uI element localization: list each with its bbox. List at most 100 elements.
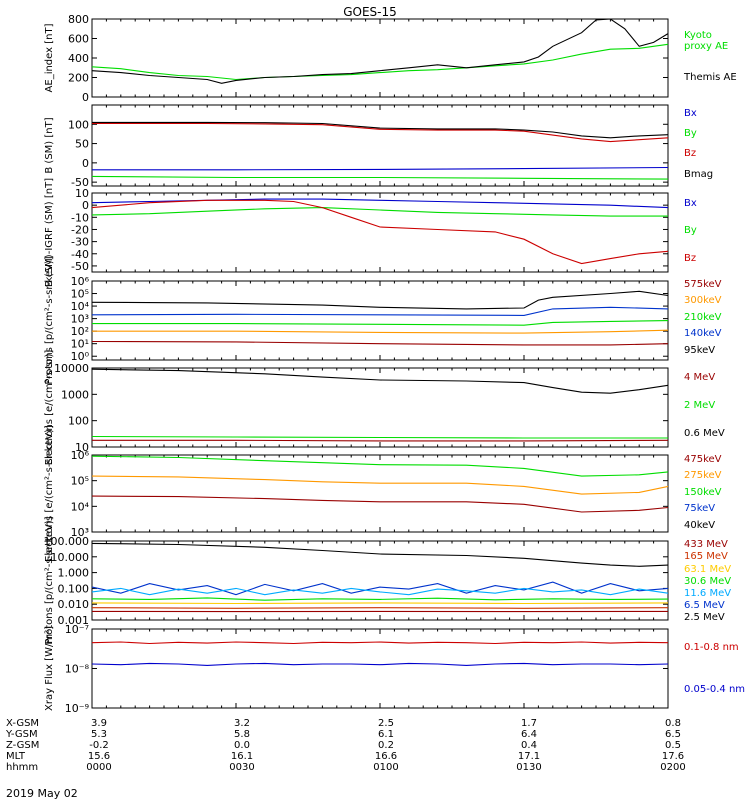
orbit-value: 2.5	[378, 718, 394, 729]
series-line	[91, 662, 669, 666]
panel-frame	[91, 628, 669, 709]
legend-entry: Themis AE	[683, 72, 737, 83]
legend-entry: 63.1 MeV	[684, 564, 731, 575]
y-tick-label: 400	[68, 52, 89, 65]
orbit-value: 5.3	[91, 729, 107, 740]
legend-entry: 95keV	[684, 345, 715, 356]
orbit-value: 6.1	[378, 729, 394, 740]
panel-8: 10⁻⁹ 10⁻⁸ 10⁻⁷ Xray Flux [W/m²] 0.1-0.8 nm 0.…	[44, 623, 745, 715]
y-axis-label: Xray Flux [W/m²]	[44, 626, 55, 711]
y-tick-label: 0	[82, 157, 89, 170]
legend-entry: 475keV	[684, 454, 722, 465]
y-tick-label: 10⁻⁸	[65, 663, 90, 676]
y-tick-label: 10000	[54, 362, 89, 375]
panel-frame	[91, 104, 669, 187]
orbit-row-label: X-GSM	[6, 718, 39, 729]
legend-entry: Bz	[684, 148, 696, 159]
y-tick-label: 200	[68, 72, 89, 85]
legend-entry: 11.6 MeV	[684, 588, 731, 599]
y-tick-label: -30	[71, 236, 89, 249]
orbit-value: 0200	[660, 762, 685, 773]
orbit-value: 0000	[86, 762, 111, 773]
legend-entry: 2 MeV	[684, 400, 715, 411]
orbit-value: 16.1	[231, 751, 253, 762]
y-tick-label: -40	[71, 248, 89, 261]
orbit-value: 0130	[516, 762, 541, 773]
orbit-value: 15.6	[88, 751, 110, 762]
y-tick-label: 10⁶	[71, 449, 90, 462]
legend-entry: 210keV	[684, 312, 722, 323]
y-tick-label: 10³	[71, 526, 89, 539]
series-line	[91, 18, 669, 84]
series-line	[91, 368, 669, 394]
series-line	[91, 641, 669, 645]
figure-date: 2019 May 02	[6, 787, 78, 800]
series-line	[91, 290, 669, 310]
series-line	[91, 455, 669, 477]
y-tick-label: -50	[71, 260, 89, 273]
series-line	[92, 329, 669, 334]
y-tick-label: 10⁰	[71, 350, 90, 363]
legend-entry: 150keV	[684, 487, 722, 498]
legend-entry: Bmag	[684, 169, 713, 180]
legend-entry: 0.05-0.4 nm	[684, 684, 745, 695]
legend-entry: 2.5 MeV	[684, 612, 725, 623]
y-tick-label: 10⁶	[71, 275, 90, 288]
series-line	[91, 43, 669, 81]
legend-entry: 40keV	[684, 520, 715, 531]
legend-entry: 75keV	[684, 503, 715, 514]
series-line	[91, 587, 669, 596]
y-tick-label: 0	[82, 91, 89, 104]
orbit-value: 0.4	[521, 740, 537, 751]
y-tick-label: 10⁴	[71, 300, 90, 313]
legend-entry: Bx	[684, 198, 697, 209]
legend-entry: By	[684, 128, 697, 139]
legend-entry: 275keV	[684, 470, 722, 481]
figure-title: GOES-15	[343, 5, 397, 19]
orbit-value: 6.5	[665, 729, 681, 740]
orbit-row-label: hhmm	[6, 762, 38, 773]
orbit-value: 5.8	[234, 729, 250, 740]
orbit-value: 3.9	[91, 718, 107, 729]
y-tick-label: -50	[71, 176, 89, 189]
y-tick-label: 10⁻⁹	[65, 702, 89, 715]
y-tick-label: 10⁴	[71, 500, 90, 513]
legend-entry: 433 MeV	[684, 539, 728, 550]
y-tick-label: 0.100	[58, 582, 90, 595]
series-line	[91, 495, 669, 513]
orbit-value: 16.6	[375, 751, 397, 762]
y-tick-label: 10³	[71, 313, 89, 326]
series-line	[91, 602, 669, 605]
orbit-row-label: Z-GSM	[6, 740, 39, 751]
y-axis-label: B (SM)-IGRF (SM) [nT]	[44, 178, 55, 287]
series-line	[91, 175, 669, 180]
legend-entry: 6.5 MeV	[684, 600, 725, 611]
y-tick-label: 10⁵	[71, 475, 89, 488]
panel-frame	[91, 454, 669, 533]
series-line	[91, 607, 669, 609]
legend-entry: Kyoto	[684, 30, 712, 41]
y-tick-label: 100	[68, 415, 89, 428]
y-tick-label: 10⁻⁷	[65, 623, 89, 636]
y-tick-label: 50	[75, 138, 89, 151]
y-tick-label: 100.000	[44, 535, 90, 548]
y-tick-label: 10⁵	[71, 288, 89, 301]
legend-entry: 0.6 MeV	[684, 428, 725, 439]
y-tick-label: 0	[82, 199, 89, 212]
y-tick-label: 100	[68, 118, 89, 131]
series-line	[91, 475, 669, 495]
y-tick-label: 0.001	[58, 614, 90, 627]
legend-entry: Bx	[684, 108, 697, 119]
orbit-value: 0030	[229, 762, 254, 773]
series-line	[91, 306, 669, 316]
y-tick-label: 10¹	[71, 338, 89, 351]
y-axis-label: B (SM) [nT]	[44, 117, 55, 173]
y-tick-label: -10	[71, 211, 89, 224]
orbit-value: 0.2	[378, 740, 394, 751]
